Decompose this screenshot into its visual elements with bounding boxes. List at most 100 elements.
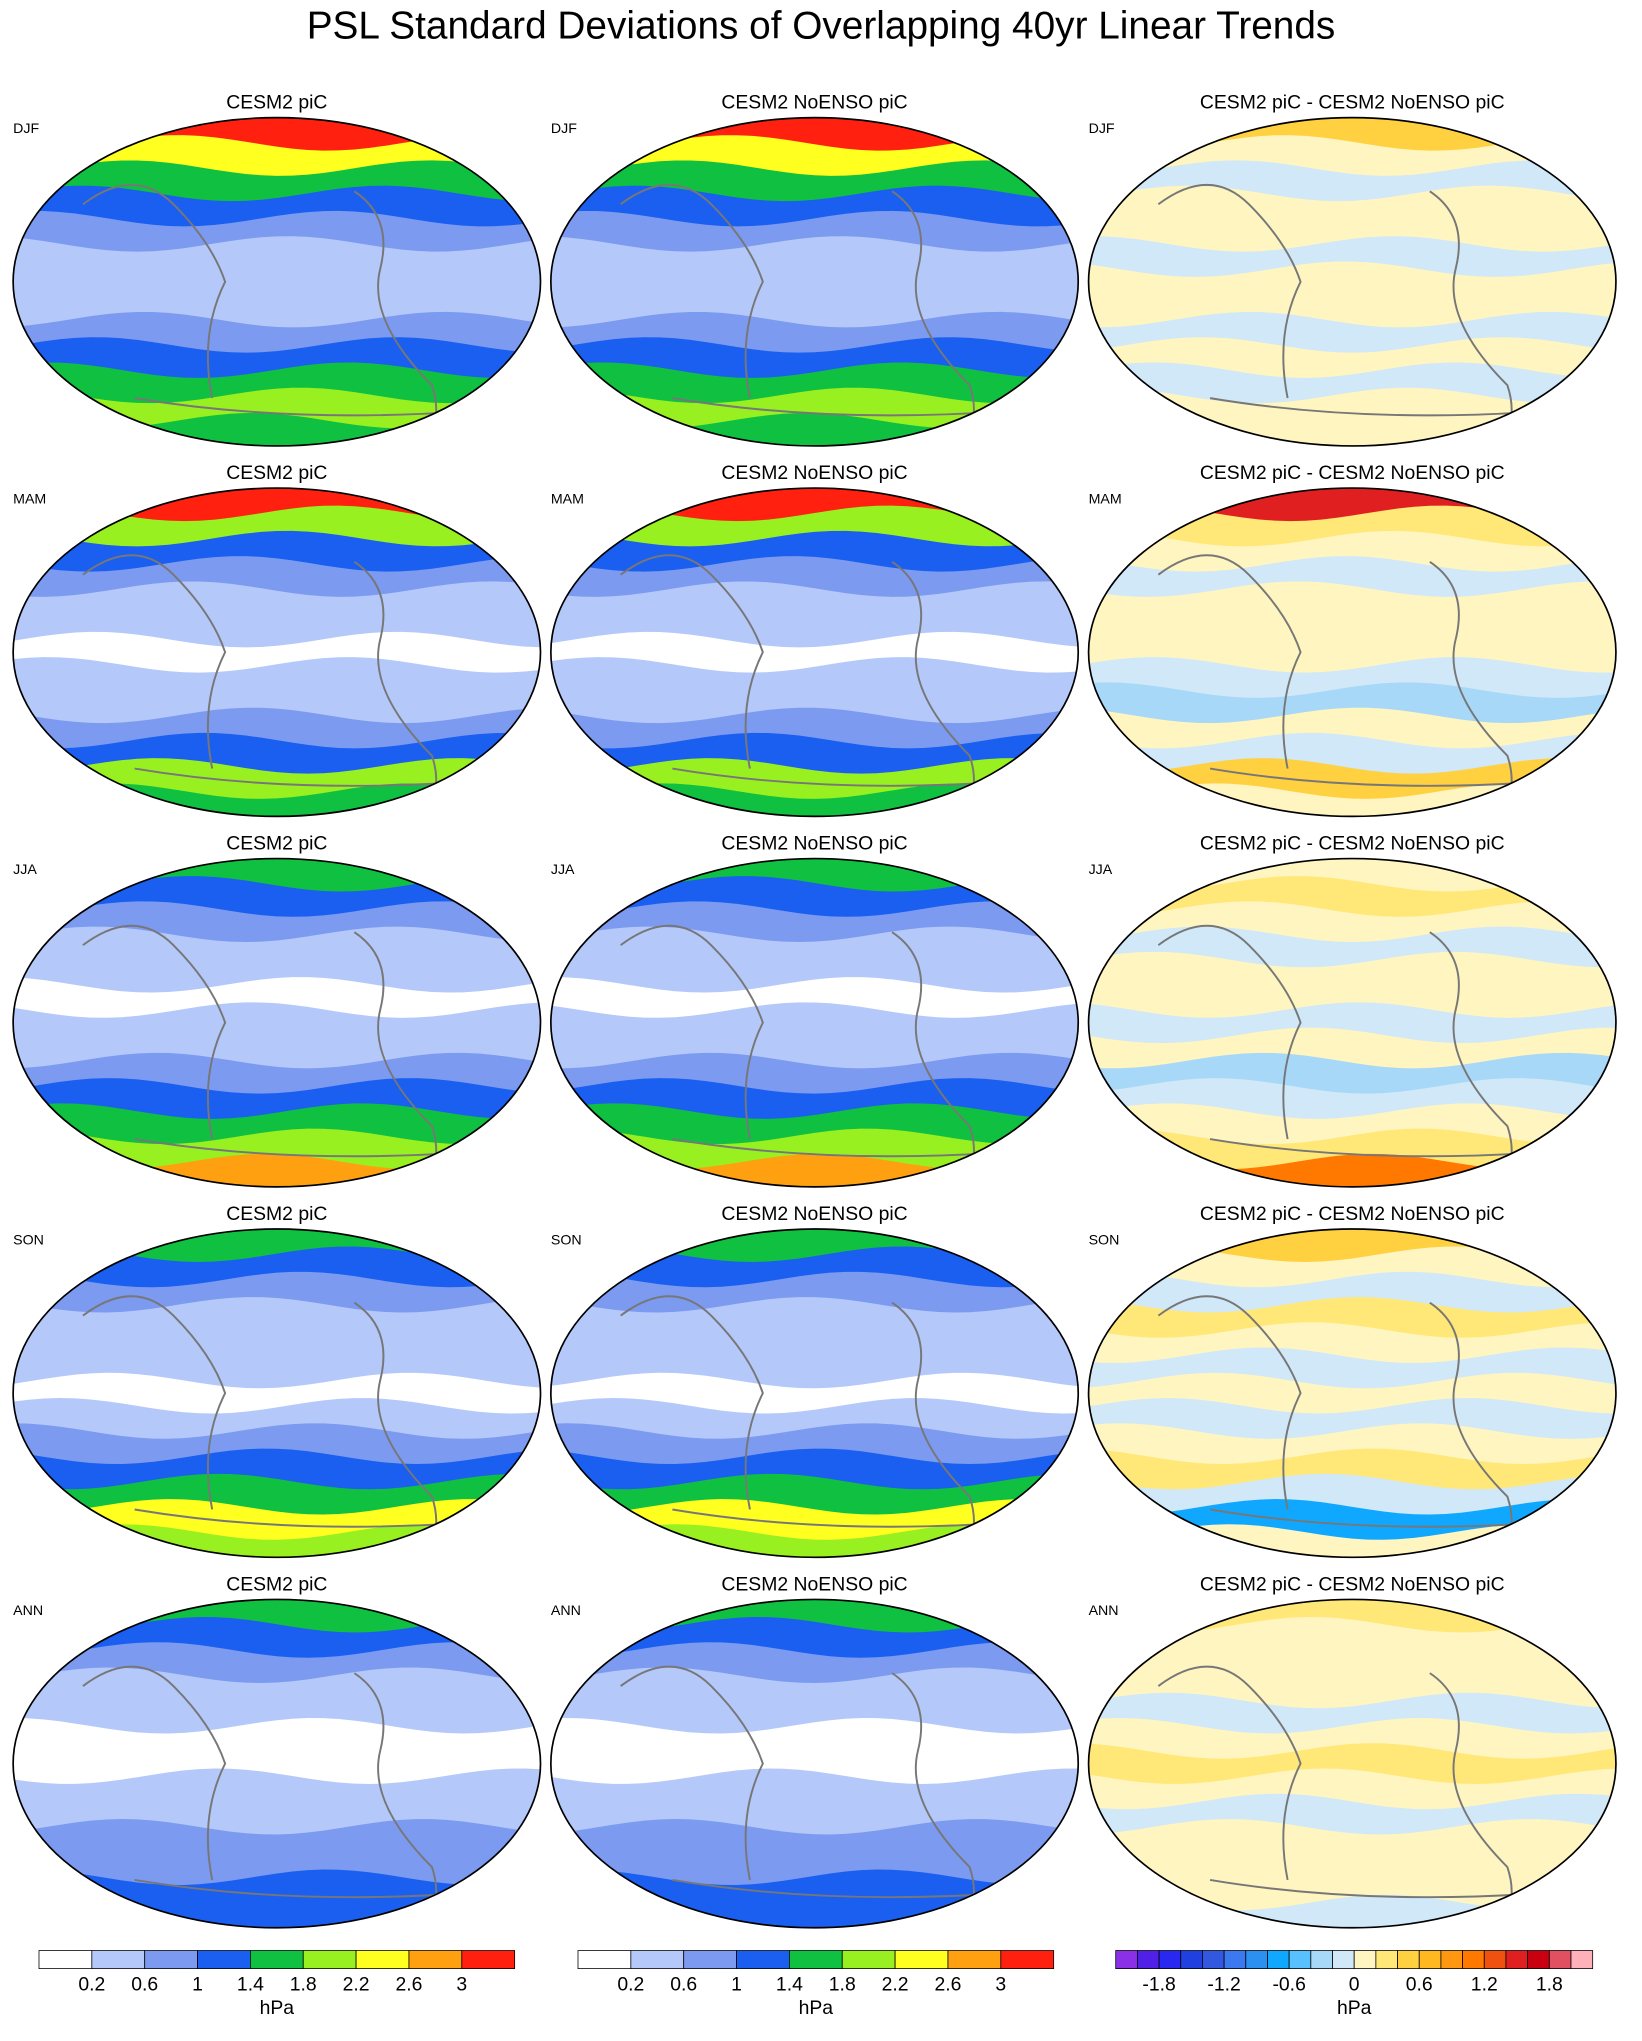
colorbar-tick-label: 3 [995,1974,1006,1996]
panel-title: CESM2 NoENSO piC [721,462,907,484]
colorbar-box [736,1950,790,1970]
panel-title: CESM2 piC - CESM2 NoENSO piC [1200,1203,1505,1225]
season-label: MAM [551,491,584,507]
colorbar-tick-label: 1 [731,1974,742,1996]
colorbar-tick-label: 0 [1349,1974,1360,1996]
colorbar-box [38,1950,93,1970]
map-border [550,1598,1080,1929]
colorbar-box [1000,1950,1055,1970]
panel-title: CESM2 piC [226,1573,327,1595]
colorbar-box [1440,1950,1463,1970]
colorbar-box [630,1950,685,1970]
colorbar-box [1223,1950,1247,1970]
colorbar-box [1310,1950,1333,1970]
colorbar-box [1462,1950,1485,1970]
colorbar-box [577,1950,632,1970]
map-field [13,488,541,817]
colorbar-box [1375,1950,1398,1970]
season-label: DJF [1089,121,1115,137]
field-band [1088,413,1616,446]
map-field [1088,488,1616,817]
colorbar-tick-label: 1.8 [290,1974,317,1996]
field-band [1088,1153,1616,1187]
season-label: SON [1089,1232,1120,1248]
colorbar-tick-label: 1.2 [1471,1974,1498,1996]
colorbar-box [302,1950,357,1970]
colorbar-tick-label: -1.2 [1207,1974,1240,1996]
colorbar-box [1505,1950,1529,1970]
colorbar-box [841,1950,896,1970]
colorbar-box [789,1950,843,1970]
map-field [1088,1228,1616,1558]
field-band [13,1153,541,1187]
colorbar-unit: hPa [799,1997,834,2019]
colorbar-box [1115,1950,1138,1970]
season-label: JJA [1089,862,1113,878]
season-label: DJF [13,121,39,137]
field-band [1088,1894,1616,1928]
map-field [550,858,1079,1187]
season-label: ANN [13,1603,43,1619]
colorbar-tick-label: 0.2 [78,1974,105,1996]
map-field [13,1599,541,1928]
map-field [13,858,541,1187]
panel-title: CESM2 piC - CESM2 NoENSO piC [1200,462,1505,484]
colorbar-box [1548,1950,1572,1970]
season-label: MAM [13,491,46,507]
panel-title: CESM2 NoENSO piC [721,1203,907,1225]
colorbar-tick-label: 1.8 [829,1974,856,1996]
map-border [1087,487,1617,818]
colorbar-tick-label: 0.2 [617,1974,644,1996]
map-border [1087,857,1617,1188]
season-label: ANN [1089,1603,1119,1619]
map-field [1088,1599,1616,1928]
field-band [13,413,541,446]
season-label: DJF [551,121,577,137]
colorbar-box [408,1950,463,1970]
map-border [12,116,542,447]
panel-title: CESM2 piC [226,1203,327,1225]
colorbar-box [1570,1950,1594,1970]
map-border [550,487,1080,818]
colorbar-box [1180,1950,1203,1970]
colorbar-unit: hPa [260,1997,295,2019]
colorbar-tick-label: 2.2 [343,1974,370,1996]
map-border [12,487,542,818]
map-field [550,488,1079,817]
map-border [12,1228,542,1559]
colorbar-tick-label: -1.8 [1142,1974,1175,1996]
season-label: JJA [551,862,575,878]
panel-title: CESM2 piC [226,462,327,484]
season-label: SON [551,1232,582,1248]
colorbar-box [1288,1950,1312,1970]
colorbar-box [91,1950,146,1970]
field-band [550,413,1079,446]
map-field [550,1228,1079,1558]
colorbar-tick-label: 2.2 [882,1974,909,1996]
colorbar-box [461,1950,516,1970]
field-band [550,1894,1079,1928]
field-band [13,1894,541,1928]
colorbar-box [1245,1950,1268,1970]
panel-title: CESM2 piC [226,92,327,114]
map-border [1087,1228,1617,1559]
colorbar-tick-label: 0.6 [131,1974,158,1996]
colorbar-box [1418,1950,1442,1970]
colorbar-box [144,1950,198,1970]
colorbar-box [355,1950,410,1970]
map-field [1088,117,1616,446]
colorbar-box [1397,1950,1420,1970]
map-border [1087,1598,1617,1929]
map-field [550,1599,1079,1928]
colorbar-tick-label: 1.4 [776,1974,803,1996]
colorbar-tick-label: 2.6 [395,1974,422,1996]
panel-title: CESM2 piC - CESM2 NoENSO piC [1200,92,1505,114]
colorbar-tick-label: 0.6 [670,1974,697,1996]
season-label: ANN [551,1603,581,1619]
colorbar-box [1527,1950,1550,1970]
colorbar-tick-label: 0.6 [1406,1974,1433,1996]
colorbar-box [1202,1950,1225,1970]
colorbar-box [1332,1950,1355,1970]
colorbar-box [1137,1950,1160,1970]
